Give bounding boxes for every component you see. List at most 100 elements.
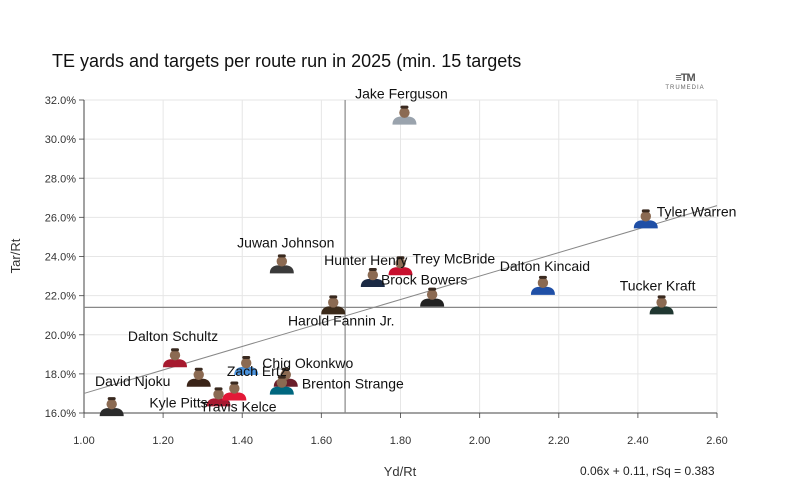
player-hair	[396, 256, 405, 260]
player-marker	[388, 256, 413, 276]
player-head	[241, 357, 252, 369]
player-label: Tyler Warren	[657, 203, 737, 219]
x-tick-label: 2.40	[627, 435, 648, 447]
y-tick-label: 26.0%	[45, 212, 76, 224]
player-jersey	[269, 265, 294, 274]
player-hair	[641, 209, 650, 213]
y-tick-label: 32.0%	[45, 95, 76, 107]
player-head	[213, 389, 224, 400]
player-label: Kyle Pitts	[149, 394, 207, 410]
player-head	[328, 297, 339, 308]
y-tick-label: 16.0%	[45, 408, 76, 420]
player-head	[640, 211, 651, 222]
player-head	[537, 277, 549, 289]
player-label: Harold Fannin Jr.	[288, 312, 395, 328]
player-marker	[222, 381, 247, 401]
player-jersey	[222, 392, 247, 401]
player-jersey	[649, 306, 674, 315]
player-marker	[234, 356, 259, 376]
regression-equation: 0.06x + 0.11, rSq = 0.383	[580, 464, 715, 478]
y-tick-label: 30.0%	[45, 134, 76, 146]
player-marker	[392, 105, 417, 125]
player-head	[193, 369, 204, 380]
player-label: Tucker Kraft	[620, 277, 696, 293]
player-jersey	[392, 116, 417, 125]
player-jersey	[388, 267, 413, 276]
player-jersey	[162, 359, 187, 368]
y-tick-label: 24.0%	[45, 252, 76, 264]
player-head	[106, 398, 117, 410]
player-label: David Njoku	[95, 373, 170, 389]
player-marker	[269, 254, 294, 274]
x-tick-label: 1.20	[152, 435, 173, 447]
player-marker	[269, 375, 294, 395]
player-jersey	[360, 279, 385, 288]
player-marker	[360, 268, 385, 288]
y-tick-label: 28.0%	[45, 173, 76, 185]
player-label: Dalton Kincaid	[500, 258, 590, 274]
player-head	[169, 350, 181, 361]
x-axis-label: Yd/Rt	[384, 464, 417, 479]
player-hair	[170, 348, 179, 352]
player-marker	[321, 295, 346, 315]
player-jersey	[420, 298, 445, 307]
player-hair	[230, 381, 239, 385]
player-marker	[206, 387, 231, 407]
player-label: Brenton Strange	[302, 376, 404, 392]
player-label: Chig Okonkwo	[262, 355, 353, 371]
player-head	[229, 383, 240, 394]
axes: 1.00 1.20 1.40 1.60 1.80 2.00 2.20 2.40 2.60 16.0…	[45, 95, 728, 447]
player-jersey	[99, 408, 124, 417]
player-label: Juwan Johnson	[237, 234, 334, 250]
player-jersey	[186, 378, 211, 387]
x-tick-label: 1.40	[232, 435, 253, 447]
player-jersey	[633, 220, 658, 229]
player-label: Dalton Schultz	[128, 328, 218, 344]
player-hair	[657, 295, 666, 299]
player-marker	[186, 367, 211, 387]
player-marker	[162, 348, 187, 368]
point-labels: Jake Ferguson Tyler Warren Juwan Johnson Tr…	[95, 86, 736, 415]
player-jersey	[321, 306, 346, 315]
player-label: Zach Ertz	[227, 363, 287, 379]
x-tick-label: 2.60	[706, 435, 727, 447]
player-hair	[107, 397, 116, 401]
trumedia-logo-text: TRUMEDIA	[665, 85, 705, 91]
trumedia-logo: ≡TM TRUMEDIA	[662, 72, 708, 91]
player-jersey	[269, 386, 294, 395]
player-label: Brock Bowers	[381, 272, 467, 288]
chart-title: TE yards and targets per route run in 20…	[52, 51, 522, 71]
player-head	[276, 256, 288, 267]
x-tick-label: 2.20	[548, 435, 569, 447]
regression-line	[83, 205, 718, 394]
x-tick-label: 1.60	[311, 435, 332, 447]
player-jersey	[234, 367, 259, 376]
player-hair	[368, 268, 377, 272]
data-points	[99, 105, 674, 417]
player-jersey	[530, 286, 555, 295]
player-head	[395, 258, 406, 269]
player-head	[399, 107, 410, 118]
x-tick-label: 2.00	[469, 435, 490, 447]
player-head	[367, 269, 379, 281]
y-tick-label: 20.0%	[45, 330, 76, 342]
player-label: Trey McBride	[413, 250, 496, 266]
player-hair	[281, 367, 290, 371]
y-axis-label: Tar/Rt	[8, 238, 23, 273]
player-marker	[649, 295, 674, 315]
player-label: Travis Kelce	[200, 398, 277, 414]
trumedia-logo-mark: ≡TM	[675, 72, 695, 84]
player-label: Jake Ferguson	[355, 86, 448, 102]
player-hair	[277, 375, 286, 379]
player-hair	[242, 356, 251, 360]
player-hair	[214, 387, 223, 391]
y-tick-label: 18.0%	[45, 369, 76, 381]
player-hair	[538, 275, 547, 279]
player-marker	[99, 397, 124, 417]
reference-lines	[83, 100, 718, 413]
player-hair	[329, 295, 338, 299]
x-tick-label: 1.80	[390, 435, 411, 447]
player-marker	[633, 209, 658, 229]
x-tick-label: 1.00	[73, 435, 94, 447]
